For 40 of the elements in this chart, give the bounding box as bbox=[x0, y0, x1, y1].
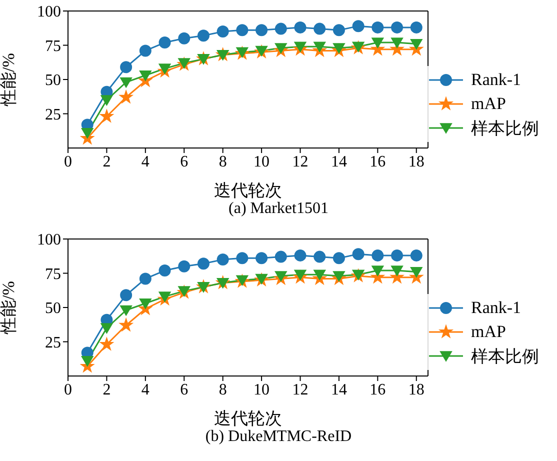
legend-label: mAP bbox=[471, 94, 506, 114]
y-axis-title: 性能/% bbox=[0, 53, 18, 107]
x-axis-title: 迭代轮次 bbox=[214, 181, 282, 200]
y-tick-label: 100 bbox=[37, 4, 61, 21]
x-tick-label: 2 bbox=[102, 153, 111, 170]
y-tick-label: 75 bbox=[45, 266, 61, 283]
y-tick-label: 25 bbox=[45, 106, 61, 124]
x-tick-label: 4 bbox=[141, 153, 150, 170]
x-tick-label: 0 bbox=[64, 381, 72, 398]
legend-label: 样本比例 bbox=[471, 346, 539, 368]
x-tick-label: 10 bbox=[254, 153, 270, 170]
x-tick-label: 8 bbox=[218, 381, 227, 398]
legend-label: mAP bbox=[471, 322, 506, 342]
y-tick-label: 75 bbox=[45, 38, 61, 55]
x-tick-label: 14 bbox=[330, 381, 347, 398]
x-tick-label: 12 bbox=[292, 381, 308, 398]
x-tick-label: 6 bbox=[180, 381, 188, 398]
text: (a) Market1501 bbox=[228, 200, 330, 218]
y-axis-title: 性能/% bbox=[0, 281, 18, 335]
x-tick-label: 16 bbox=[370, 381, 386, 398]
text: (b) DukeMTMC-ReID bbox=[204, 428, 353, 446]
x-axis-title: 迭代轮次 bbox=[214, 409, 282, 428]
x-tick-label: 8 bbox=[218, 153, 227, 170]
x-tick-label: 14 bbox=[330, 153, 347, 170]
legend-label: Rank-1 bbox=[471, 298, 522, 318]
x-tick-label: 18 bbox=[408, 153, 424, 170]
legend-label: 样本比例 bbox=[471, 118, 539, 140]
x-tick-label: 6 bbox=[180, 153, 188, 170]
y-tick-label: 50 bbox=[45, 300, 61, 318]
x-tick-label: 12 bbox=[292, 153, 308, 170]
x-tick-label: 4 bbox=[141, 381, 150, 398]
y-tick-label: 100 bbox=[37, 232, 61, 249]
legend-label: Rank-1 bbox=[471, 70, 522, 90]
x-tick-label: 2 bbox=[102, 381, 111, 398]
x-tick-label: 18 bbox=[408, 381, 424, 398]
y-tick-label: 25 bbox=[45, 334, 61, 352]
x-tick-label: 0 bbox=[64, 153, 72, 170]
x-tick-label: 16 bbox=[370, 153, 386, 170]
y-tick-label: 50 bbox=[45, 72, 61, 90]
x-tick-label: 10 bbox=[254, 381, 270, 398]
